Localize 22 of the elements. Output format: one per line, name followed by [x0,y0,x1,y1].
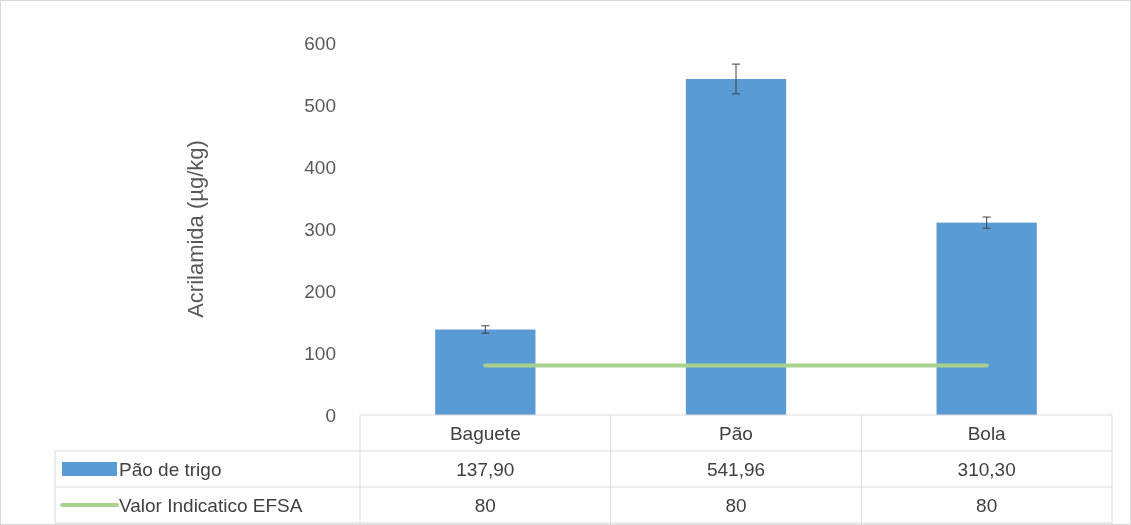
bar [685,78,787,415]
data-label: 80 [725,494,747,516]
x-tick-label: Pão [719,422,753,444]
y-tick-label: 0 [325,404,336,426]
y-tick-label: 200 [304,280,336,302]
y-tick-label: 600 [304,32,336,54]
x-tick-label: Baguete [449,422,521,444]
data-label: 137,90 [456,458,515,480]
data-label: 310,30 [957,458,1016,480]
data-label: 80 [976,494,998,516]
y-tick-label: 400 [304,156,336,178]
x-tick-label: Bola [967,422,1007,444]
bar [936,222,1037,415]
legend-label: Pão de trigo [119,458,222,480]
data-label: 80 [474,494,496,516]
data-label: 541,96 [706,458,766,480]
y-tick-label: 500 [304,94,336,116]
bar [435,329,536,415]
y-tick-label: 300 [304,218,336,240]
y-axis-title: Acrilamida (µg/kg) [183,140,208,318]
y-tick-label: 100 [304,342,336,364]
legend-label: Valor Indicatico EFSA [119,494,303,516]
